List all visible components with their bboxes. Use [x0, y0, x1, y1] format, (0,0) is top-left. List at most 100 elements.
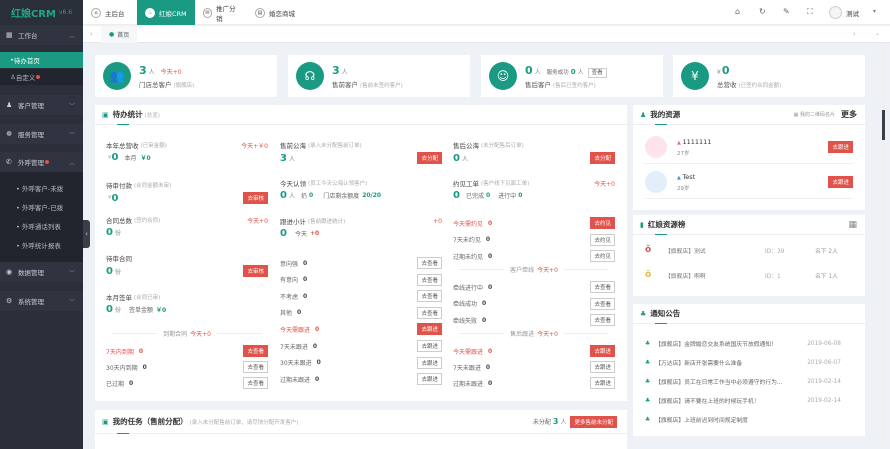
fullscreen-icon[interactable]: ⛶: [807, 7, 813, 16]
qr-code-icon[interactable]: ▦: [848, 219, 857, 230]
notice-item[interactable]: ♣ 【旗舰店】请不要在上班的时候玩手机！ 2019-02-14: [645, 396, 853, 406]
notice-item[interactable]: ♣ 【旗舰店】金牌婚恋交友系统国庆节放假通知！ 2019-06-08: [645, 339, 853, 349]
headset-icon: ☊: [296, 62, 324, 90]
data-icon: ◉: [6, 268, 13, 276]
top-tab-2[interactable]: ♨ 红娘CRM: [137, 0, 195, 25]
contracts-note: (签约合同): [134, 218, 161, 224]
sidebar-item-label: 待办首页: [13, 57, 40, 65]
avatar: [645, 136, 667, 158]
meet-row-value: 0: [485, 236, 491, 243]
more-link[interactable]: 更多: [841, 110, 857, 119]
sidebar-collapse-button[interactable]: ‹: [83, 220, 90, 248]
contracts-unit: 份: [114, 230, 121, 237]
home-icon[interactable]: ⌂: [735, 7, 741, 16]
after-row-button[interactable]: 去跟进: [590, 361, 615, 373]
match-row-button[interactable]: 去查看: [590, 281, 615, 293]
user-chevron-down-icon[interactable]: ▾: [873, 8, 877, 15]
user-icon: ♙: [10, 73, 16, 81]
sidebar-group-3[interactable]: ☸ 服务管理 ﹀: [0, 124, 83, 144]
revenue-label: 本年总营收: [106, 142, 139, 150]
notice-date: 2019-06-07: [807, 359, 841, 366]
sidebar-item-1[interactable]: • 待办首页: [0, 52, 83, 68]
notice-item[interactable]: ♣ 【旗舰店】员工在日常工作当中必须遵守的行为... 2019-02-14: [645, 377, 853, 387]
sidebar-group-1[interactable]: ▦ 工作台 ︿: [0, 25, 83, 45]
expire-row-button[interactable]: 去查看: [243, 361, 268, 373]
follow-button[interactable]: 去跟进: [828, 141, 853, 153]
tabs-prev-button[interactable]: ‹: [90, 30, 93, 38]
follow-note: (售前跟进统计): [308, 219, 346, 225]
follow-today: +0: [433, 217, 442, 225]
tabs-menu-chevron-down-icon[interactable]: ⌄: [875, 30, 881, 37]
tabs-next-button[interactable]: ›: [853, 30, 856, 38]
baby-icon: ☺: [489, 62, 517, 90]
sidebar-group-5[interactable]: ◉ 数据管理 ﹀: [0, 262, 83, 282]
follow-row-button[interactable]: 去查看: [417, 273, 442, 286]
match-row-button[interactable]: 去查看: [590, 314, 615, 326]
follow-row-value: 0: [315, 375, 320, 383]
match-divider-title: 客户牵线: [510, 267, 535, 274]
follow-button[interactable]: 去跟进: [828, 176, 853, 188]
meet-row-button[interactable]: 去约见: [590, 233, 615, 246]
notice-text: 【旗舰店】请不要在上班的时候玩手机！: [655, 399, 760, 405]
user-name[interactable]: 测试: [846, 10, 859, 18]
view-button[interactable]: 查看: [587, 67, 607, 78]
audit-payment-button[interactable]: 去审核: [243, 192, 268, 204]
sidebar-call-item-1[interactable]: • 外呼客户-未拨: [0, 180, 83, 196]
refresh-icon[interactable]: ↻: [759, 7, 766, 16]
notice-item[interactable]: ♣ 【旗舰店】上班前迟到时间规定制度: [645, 415, 853, 425]
notices-title: 通知公告: [650, 309, 681, 318]
tab-home[interactable]: ● 首页: [101, 26, 138, 43]
follow-row-button[interactable]: 去查看: [417, 257, 442, 269]
resource-name-line: ▲ 1111111: [677, 138, 711, 146]
scrollbar[interactable]: [882, 45, 885, 445]
sidebar-item-2[interactable]: ♙ 自定义: [0, 69, 83, 85]
meet-row-value: 0: [488, 252, 493, 260]
chevron-down-icon: ﹀: [68, 102, 75, 110]
match-row-button[interactable]: 去查看: [590, 297, 615, 310]
follow-row-value: 0: [303, 259, 308, 267]
after-row-button[interactable]: 去跟进: [590, 377, 615, 389]
more-unassigned-button[interactable]: 更多售前未分配: [570, 415, 617, 428]
sidebar-group-4[interactable]: ✆ 外呼管理 ︿: [0, 152, 83, 172]
sidebar-group-6[interactable]: ⚙ 系统管理 ﹀: [0, 291, 83, 311]
stat-unit: 人: [341, 68, 348, 76]
top-tab-3[interactable]: ✉ 推广分销: [195, 0, 247, 25]
top-tab-1[interactable]: ⌂ 主后台: [83, 0, 137, 25]
ranking-item[interactable]: ǒ 【旗舰店】测试 ID：39 名下 2人: [645, 245, 853, 255]
assign-aftersale-button[interactable]: 去分配: [590, 152, 615, 164]
after-divider: 售后跟进 今天+0: [453, 329, 615, 338]
meet-row-button[interactable]: 去约见: [590, 217, 615, 229]
sidebar-call-item-2[interactable]: • 外呼客户-已拨: [0, 199, 83, 215]
notices-panel: ♣ 通知公告 ♣ 【旗舰店】金牌婚恋交友系统国庆节放假通知！ 2019-06-08 ♣ 【万…: [633, 304, 865, 436]
follow-row-button[interactable]: 去跟进: [417, 356, 442, 369]
expire-row-button[interactable]: 去查看: [243, 345, 268, 357]
chevron-down-icon: ﹀: [68, 298, 75, 306]
expire-row-button[interactable]: 去查看: [243, 377, 268, 389]
notice-date: 2019-06-08: [807, 340, 841, 347]
sidebar-call-item-3[interactable]: • 外呼通话列表: [0, 218, 83, 234]
theme-icon[interactable]: ✎: [783, 7, 790, 16]
notice-text: 【万达店】新店开张需要什么准备: [655, 361, 743, 367]
follow-row-button[interactable]: 去跟进: [417, 323, 442, 336]
assign-presale-button[interactable]: 去分配: [417, 152, 442, 164]
top-tab-4[interactable]: ▤ 婚恋商城: [247, 0, 307, 25]
stat-label-line: 售前客户 (售前未签约客户): [332, 79, 403, 89]
notice-item[interactable]: ♣ 【万达店】新店开张需要什么准备 2019-06-07: [645, 358, 853, 368]
resource-info: ▲ 1111111 27岁: [677, 138, 711, 157]
meet-label: 约见工单: [453, 180, 479, 188]
follow-row-button[interactable]: 去查看: [417, 306, 442, 319]
sidebar-group-2[interactable]: ♟ 客户管理 ﹀: [0, 95, 83, 115]
audit-contract-button[interactable]: 去审核: [243, 265, 268, 277]
follow-row-button[interactable]: 去查看: [417, 290, 442, 303]
follow-row-button[interactable]: 去跟进: [417, 340, 442, 352]
avatar[interactable]: [829, 6, 842, 19]
sidebar-call-item-4[interactable]: • 外呼统计报表: [0, 237, 83, 253]
resource-item[interactable]: ▲ Test 29岁 去跟进: [645, 166, 853, 199]
resource-item[interactable]: ▲ 1111111 27岁 去跟进: [645, 131, 853, 164]
meet-value-row: 0 已完成 0 进行中 0: [453, 190, 615, 201]
ranking-item[interactable]: ǒ 【旗舰店】啊啊 ID：1 名下 1人: [645, 270, 853, 280]
meet-row-button[interactable]: 去约见: [590, 250, 615, 262]
follow-row-button[interactable]: 去跟进: [417, 373, 442, 386]
qr-card-link[interactable]: ▦ 我的二维码名片: [793, 112, 835, 118]
after-row-button[interactable]: 去跟进: [590, 345, 615, 357]
